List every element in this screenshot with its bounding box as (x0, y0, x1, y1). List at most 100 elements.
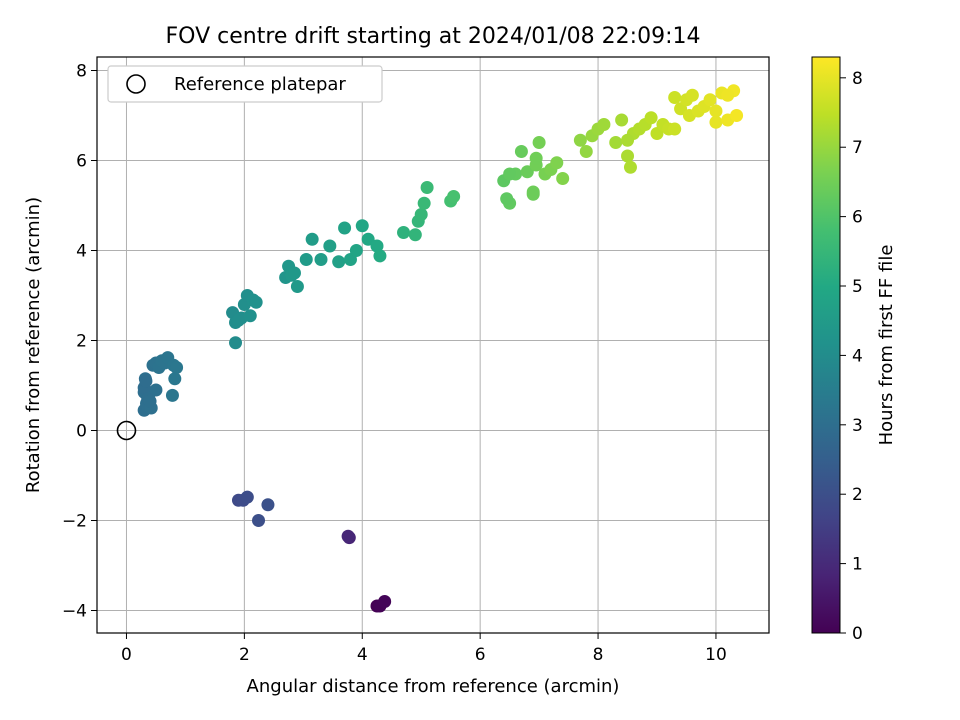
data-point (378, 595, 392, 608)
data-point (139, 374, 153, 388)
data-point (503, 167, 517, 181)
data-point (709, 104, 723, 118)
data-point (338, 221, 352, 235)
data-point (573, 133, 587, 147)
legend-entry-reference-platepar: Reference platepar (174, 74, 346, 95)
colorbar-gradient (811, 56, 841, 634)
y-tick-label: 6 (76, 152, 87, 172)
colorbar-tick-label: 8 (852, 69, 863, 89)
data-point (290, 280, 304, 293)
data-point (229, 336, 243, 350)
data-point (417, 196, 431, 210)
data-point (532, 136, 546, 149)
data-point (529, 151, 543, 165)
y-tick-label: 0 (76, 422, 87, 442)
data-point (252, 514, 266, 527)
data-point (556, 172, 570, 185)
data-point (143, 394, 157, 408)
data-point (305, 232, 319, 246)
y-tick-label: 4 (76, 242, 87, 262)
colorbar-tick-label: 5 (852, 277, 863, 297)
y-tick-label: −4 (62, 602, 87, 622)
x-axis-label: Angular distance from reference (arcmin) (247, 676, 620, 697)
x-tick-label: 8 (593, 645, 604, 665)
legend: Reference platepar (107, 65, 383, 103)
colorbar-tick-label: 0 (852, 624, 863, 644)
data-point (414, 208, 428, 221)
data-point (323, 239, 337, 253)
data-point (526, 187, 540, 201)
colorbar-tick-label: 4 (852, 346, 863, 366)
data-point (249, 295, 263, 309)
data-point (685, 88, 699, 102)
scatter-points (137, 84, 744, 613)
data-point (149, 383, 163, 397)
colorbar-tick-label: 3 (852, 416, 863, 436)
x-tick-label: 2 (239, 645, 250, 665)
x-tick-label: 4 (357, 645, 368, 665)
data-point (721, 88, 735, 102)
data-point (500, 192, 514, 206)
x-tick-label: 10 (705, 645, 727, 665)
data-point (621, 133, 635, 147)
data-point (623, 160, 637, 174)
x-axis-ticks: 0 2 4 6 8 10 (121, 633, 727, 665)
data-point (243, 309, 257, 323)
data-point (261, 498, 275, 512)
legend-box (107, 65, 383, 103)
data-point (420, 181, 434, 194)
data-point (447, 190, 461, 203)
colorbar-tick-label: 6 (852, 208, 863, 228)
colorbar: 0 1 2 3 4 5 6 7 8 Hours from first FF file (811, 56, 897, 644)
data-point (361, 232, 375, 246)
data-point (287, 266, 301, 280)
colorbar-tick-label: 1 (852, 555, 863, 575)
reference-platepar-marker (116, 420, 137, 441)
y-axis-ticks: −4 −2 0 2 4 6 8 (62, 62, 97, 622)
colorbar-ticks: 0 1 2 3 4 5 6 7 8 (840, 69, 863, 644)
x-tick-label: 0 (121, 645, 132, 665)
y-axis-label: Rotation from reference (arcmin) (23, 197, 44, 493)
data-point (520, 165, 534, 179)
legend-marker-icon (126, 74, 146, 94)
data-point (408, 228, 422, 242)
data-point (730, 109, 744, 122)
y-tick-label: −2 (62, 512, 87, 532)
data-point (240, 490, 254, 504)
data-point (314, 253, 328, 266)
data-point (299, 253, 313, 266)
data-point (373, 249, 387, 263)
colorbar-tick-label: 7 (852, 138, 863, 158)
data-point (668, 91, 682, 104)
data-point (609, 136, 623, 149)
data-point (341, 529, 355, 543)
data-point (597, 118, 611, 131)
data-point (165, 388, 179, 402)
data-point (349, 244, 363, 257)
data-point (615, 113, 629, 127)
colorbar-tick-label: 2 (852, 485, 863, 505)
data-point (332, 255, 346, 269)
y-tick-label: 8 (76, 62, 87, 82)
plot-background (97, 57, 769, 633)
data-point (644, 111, 658, 125)
data-point (170, 361, 184, 374)
data-point (550, 156, 564, 170)
data-point (355, 219, 369, 233)
data-point (370, 239, 384, 253)
colorbar-label: Hours from first FF file (876, 245, 897, 446)
data-point (514, 145, 528, 158)
data-point (397, 226, 411, 239)
data-point (709, 115, 723, 129)
data-point (168, 372, 182, 386)
y-tick-label: 2 (76, 332, 87, 352)
x-tick-label: 6 (475, 645, 486, 665)
grid-lines (97, 57, 769, 633)
chart-title: FOV centre drift starting at 2024/01/08 … (166, 24, 701, 49)
plot-frame (96, 56, 770, 634)
data-point (621, 149, 635, 163)
data-point (579, 145, 593, 158)
data-point (703, 93, 717, 107)
data-point (668, 122, 682, 136)
